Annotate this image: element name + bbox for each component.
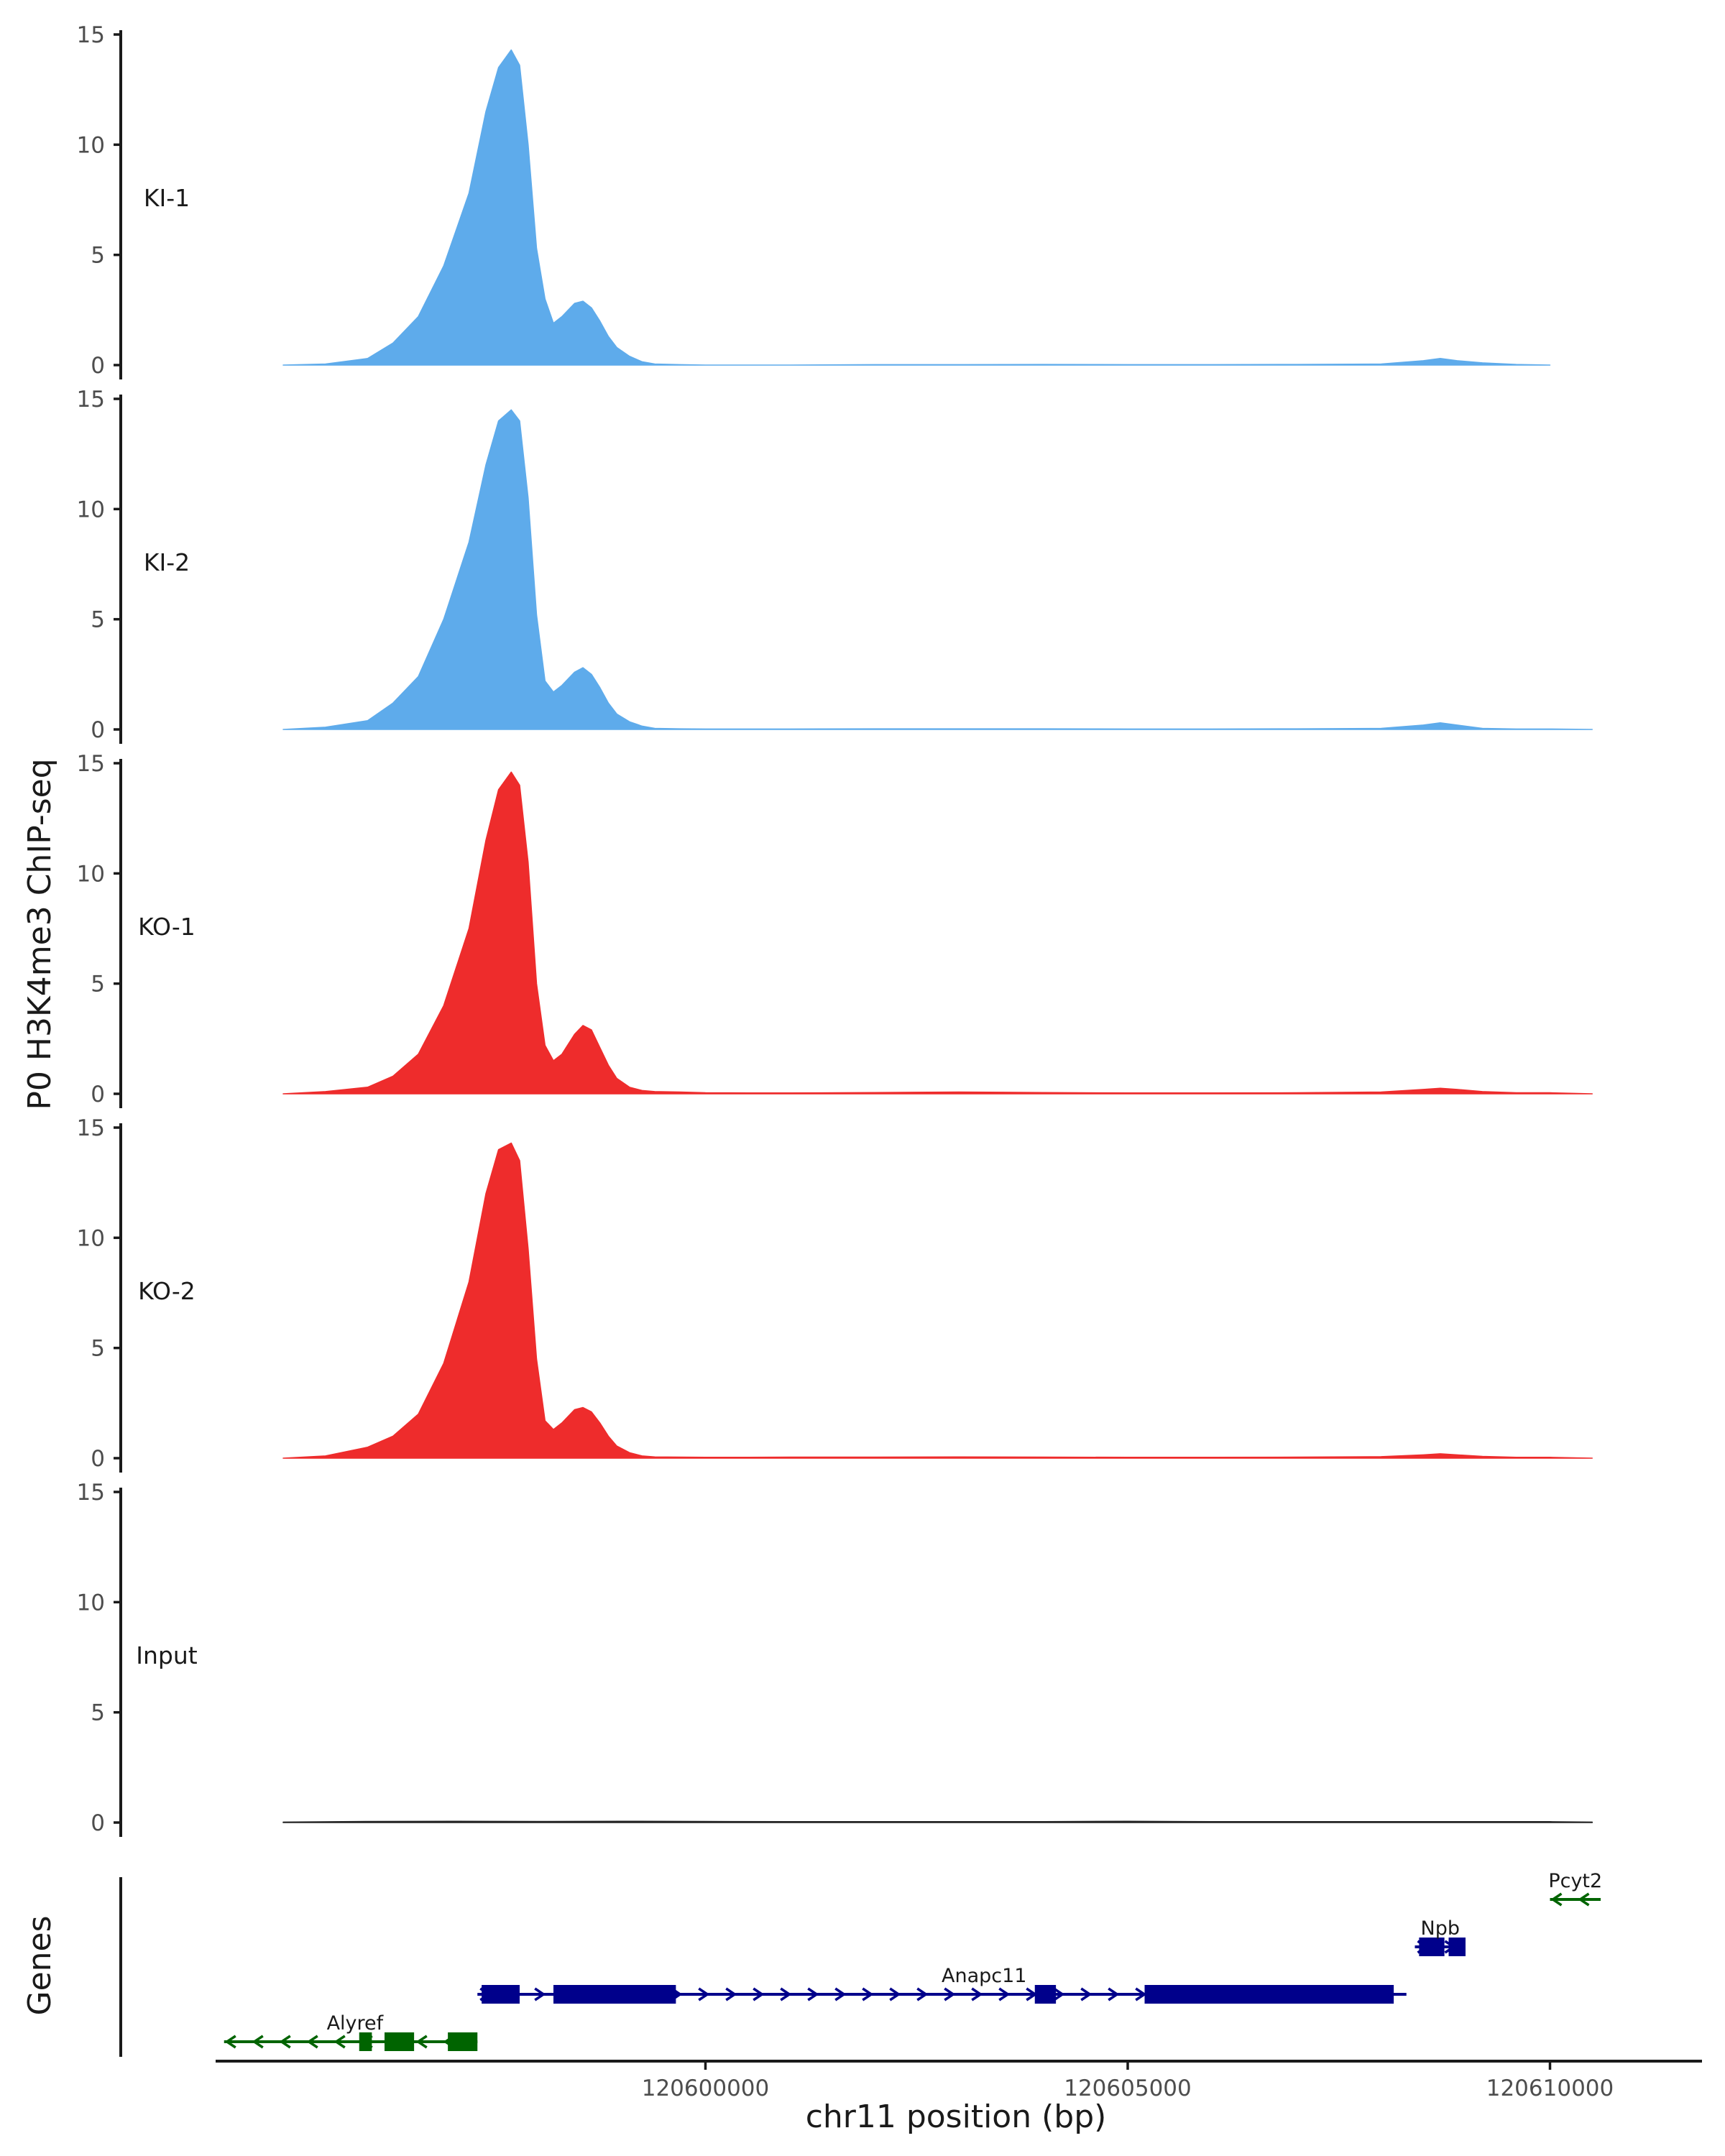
gene-name-label: Npb [1421,1917,1460,1940]
exon [553,1985,676,2004]
gene-alyref: Alyref [224,2012,478,2051]
strand-arrow [1550,1892,1563,1907]
coverage-area-ko-1 [282,771,1593,1095]
strand-arrow [1578,1892,1590,1907]
exon [1144,1985,1394,2004]
gene-name-label: Anapc11 [942,1965,1026,1987]
strand-arrow [916,1987,929,2001]
exon [1419,1938,1445,1956]
strand-arrow [334,2035,346,2049]
track-ko-1: 0 5 10 15 KO-1 [77,751,1593,1108]
gene-npb: Npb [1414,1917,1466,1956]
coverage-area-ki-1 [282,49,1551,366]
track-label: KO-2 [138,1277,196,1305]
strand-arrow [1135,1987,1147,2001]
exon [359,2032,372,2051]
y-axis-title: P0 H3K4me3 ChIP-seq [22,758,58,1110]
y-tick-label: 15 [77,387,105,413]
y-tick-label: 10 [77,1225,105,1251]
coverage-area-ki-2 [282,409,1593,730]
x-tick-label: 120600000 [642,2076,770,2101]
track-ki-1: 0 5 10 15 KI-1 [77,22,1551,379]
track-label: KO-1 [138,913,196,941]
y-tick-label: 10 [77,497,105,522]
y-tick-label: 10 [77,861,105,887]
strand-arrow [306,2035,318,2049]
strand-arrow [834,1987,847,2001]
y-tick-label: 0 [91,1082,105,1107]
strand-arrow [252,2035,264,2049]
coverage-tracks: 0 5 10 15 KI-1 0 5 10 15 KI-2 0 5 10 15 KO-1 0 5 10 15 KO-2… [77,22,1593,1837]
track-input: 0 5 10 15 Input [77,1480,1593,1837]
strand-arrow [998,1987,1011,2001]
coverage-area-ko-2 [282,1142,1593,1459]
strand-arrow [753,1987,765,2001]
strand-arrow [862,1987,874,2001]
strand-arrow [224,2035,236,2049]
y-tick-label: 15 [77,1480,105,1506]
y-tick-label: 10 [77,132,105,158]
exon [1034,1985,1057,2004]
strand-arrow [725,1987,737,2001]
y-tick-label: 5 [91,243,105,269]
strand-arrow [889,1987,901,2001]
exon [452,2032,478,2051]
y-tick-label: 5 [91,972,105,998]
strand-arrow [971,1987,983,2001]
strand-arrow [1053,1987,1065,2001]
strand-arrow [780,1987,792,2001]
y-tick-label: 5 [91,1700,105,1726]
strand-arrow [415,2035,428,2049]
y-tick-label: 5 [91,1336,105,1362]
track-ko-2: 0 5 10 15 KO-2 [77,1115,1593,1473]
strand-arrow [807,1987,819,2001]
y-tick-label: 0 [91,1810,105,1836]
x-tick-label: 120605000 [1064,2076,1192,2101]
genes-axis-title: Genes [22,1915,58,2015]
gene-name-label: Alyref [327,2012,385,2035]
y-tick-label: 10 [77,1590,105,1616]
gene-pcyt2: Pcyt2 [1548,1870,1602,1907]
strand-arrow [1108,1987,1120,2001]
track-label: KI-2 [144,548,190,576]
exon [385,2032,415,2051]
gene-anapc11: Anapc11 [477,1965,1407,2004]
track-label: KI-1 [144,184,190,212]
strand-arrow [698,1987,710,2001]
strand-arrow [1080,1987,1092,2001]
y-tick-label: 0 [91,717,105,743]
x-tick-label: 120610000 [1486,2076,1614,2101]
exon [1448,1938,1466,1956]
y-tick-label: 15 [77,1115,105,1141]
y-tick-label: 0 [91,353,105,379]
coverage-area-input [282,1820,1593,1823]
y-tick-label: 15 [77,751,105,777]
exon [482,1985,520,2004]
x-axis: 120600000 120605000 120610000 [216,2060,1702,2101]
strand-arrow [534,1987,546,2001]
y-tick-label: 5 [91,607,105,633]
y-tick-label: 15 [77,22,105,48]
y-tick-label: 0 [91,1446,105,1472]
gene-annotation-track: Alyref Anapc11 Npb Pcyt2 [119,1870,1602,2057]
x-axis-title: chr11 position (bp) [806,2099,1107,2135]
track-label: Input [136,1641,198,1669]
track-ki-2: 0 5 10 15 KI-2 [77,387,1593,744]
strand-arrow [279,2035,291,2049]
gene-name-label: Pcyt2 [1548,1870,1602,1892]
strand-arrow [944,1987,956,2001]
